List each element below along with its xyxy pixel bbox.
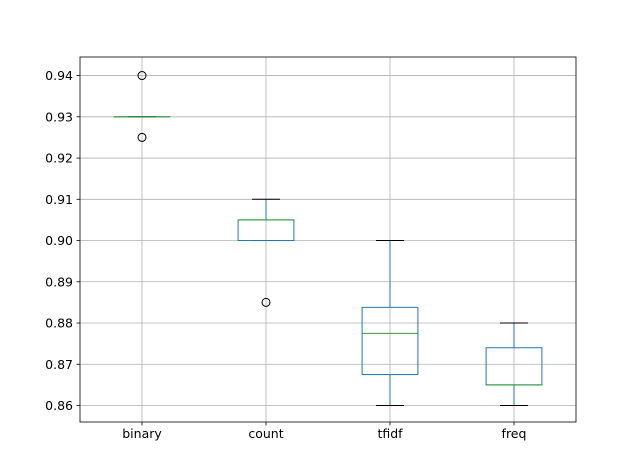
y-tick-label: 0.86 — [45, 398, 73, 413]
x-tick-label: tfidf — [377, 426, 403, 441]
x-tick-label: binary — [122, 426, 162, 441]
box-freq — [485, 322, 543, 407]
y-tick-label: 0.90 — [45, 233, 73, 248]
y-tick-label: 0.88 — [45, 316, 73, 331]
x-tick-label: freq — [502, 426, 527, 441]
plot-area-frame — [79, 56, 577, 423]
grid-lines — [80, 57, 576, 422]
y-tick-label: 0.92 — [45, 151, 73, 166]
y-tick-label: 0.91 — [45, 192, 73, 207]
y-tick-label: 0.93 — [45, 109, 73, 124]
box-binary — [113, 71, 171, 142]
y-tick-label: 0.89 — [45, 274, 73, 289]
outlier-point — [261, 297, 271, 307]
y-tick-label: 0.94 — [45, 68, 73, 83]
y-tick-label: 0.87 — [45, 357, 73, 372]
x-tick-label: count — [248, 426, 283, 441]
box-count — [237, 198, 295, 307]
axes: 0.86 0.87 0.88 0.89 0.90 0.91 0.92 0.93 0.94 bina… — [45, 68, 526, 441]
box-plot-series — [113, 71, 543, 407]
outlier-point — [137, 132, 147, 142]
box-tfidf — [361, 240, 419, 407]
iqr-box — [361, 306, 419, 376]
outlier-point — [137, 71, 147, 81]
